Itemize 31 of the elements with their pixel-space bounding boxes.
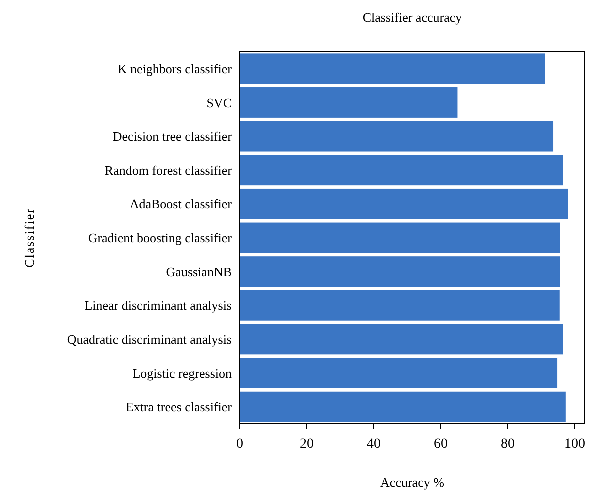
- bar: [240, 222, 560, 254]
- bar: [240, 155, 564, 186]
- x-tick-label: 0: [236, 437, 244, 452]
- y-tick-label: K neighbors classifier: [118, 61, 233, 76]
- bar: [240, 121, 554, 152]
- x-tick-label: 20: [300, 437, 314, 452]
- bar: [240, 256, 560, 288]
- bar: [240, 188, 568, 220]
- y-axis-title: Classifier: [22, 208, 37, 268]
- y-tick-label: Quadratic discriminant analysis: [67, 332, 232, 348]
- chart-title: Classifier accuracy: [362, 10, 463, 25]
- y-tick-label: Decision tree classifier: [112, 129, 233, 144]
- x-tick-label: 100: [564, 437, 586, 452]
- y-tick-label: Gradient boosting classifier: [88, 230, 233, 246]
- bar: [240, 358, 558, 388]
- y-tick-label: Linear discriminant analysis: [84, 298, 232, 314]
- bar: [240, 88, 458, 118]
- x-tick-label: 40: [366, 437, 381, 452]
- x-tick-label: 80: [500, 437, 515, 452]
- y-tick-label: Extra trees classifier: [126, 400, 233, 415]
- bar: [240, 54, 546, 84]
- y-tick-label: Random forest classifier: [104, 162, 233, 178]
- y-tick-label: GaussianNB: [166, 264, 232, 280]
- y-tick-label: SVC: [206, 95, 232, 110]
- bar: [240, 392, 566, 422]
- y-tick-label: AdaBoost classifier: [130, 196, 233, 212]
- bar: [240, 324, 564, 355]
- x-tick-label: 60: [434, 437, 448, 452]
- bar: [240, 290, 560, 321]
- x-axis-title: Accuracy %: [380, 475, 445, 490]
- y-tick-label: Logistic regression: [132, 366, 232, 381]
